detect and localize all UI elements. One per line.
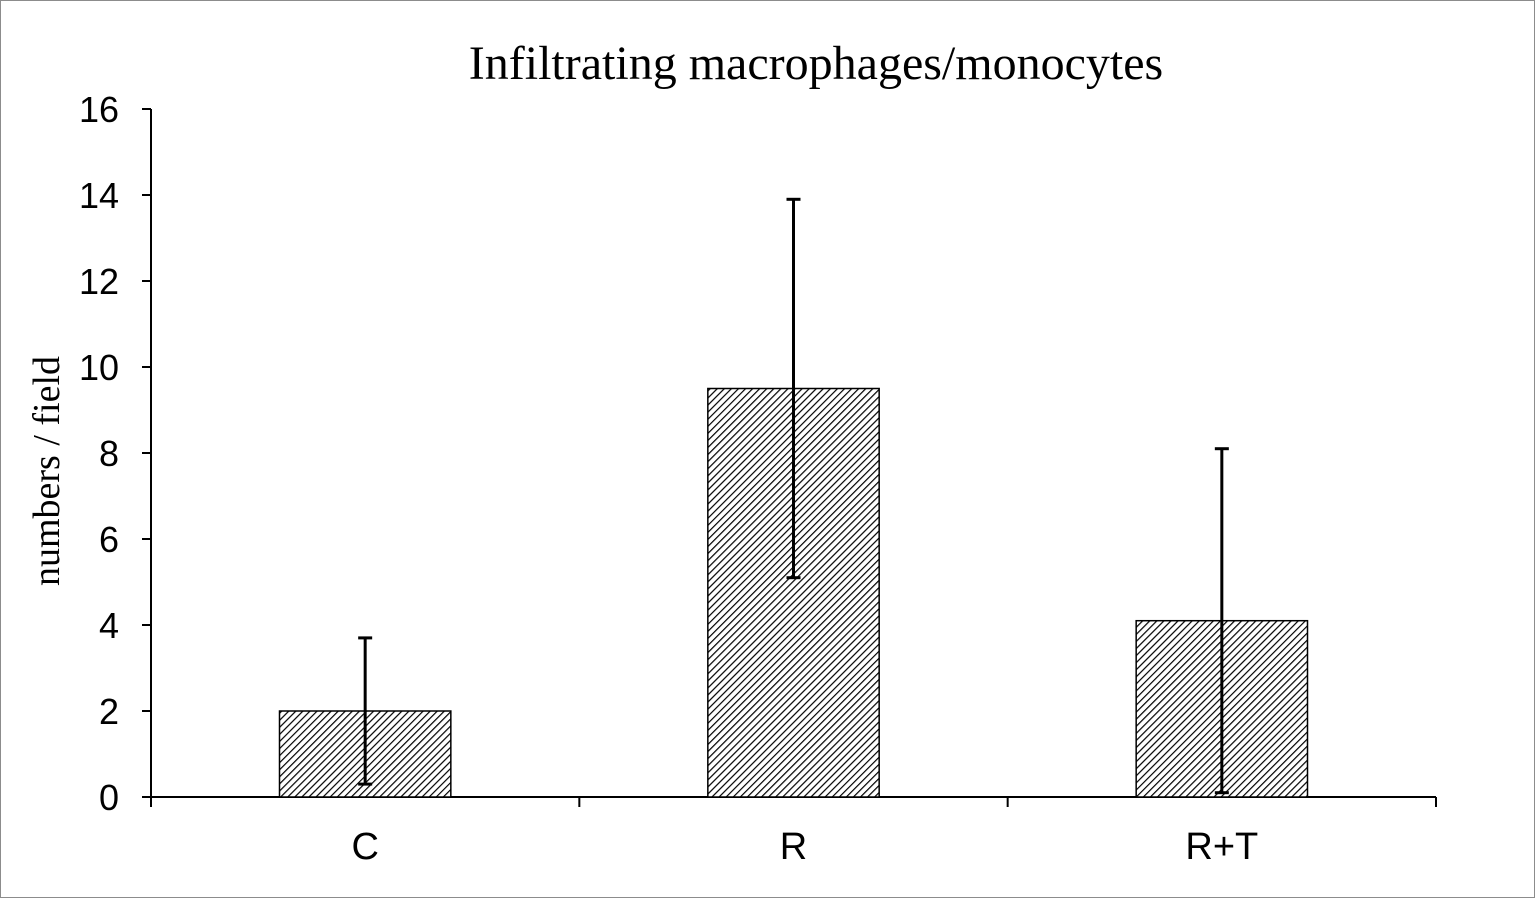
chart-title: Infiltrating macrophages/monocytes [469, 37, 1163, 90]
y-axis-label: numbers / field [26, 356, 68, 586]
y-tick-label: 12 [79, 261, 119, 302]
y-tick-label: 14 [79, 175, 119, 216]
y-tick-label: 0 [99, 777, 119, 818]
y-tick-label: 16 [79, 89, 119, 130]
y-tick-label: 10 [79, 347, 119, 388]
category-label: C [351, 826, 378, 868]
y-tick-label: 4 [99, 605, 119, 646]
y-tick-label: 8 [99, 433, 119, 474]
y-tick-label: 6 [99, 519, 119, 560]
y-tick-label: 2 [99, 691, 119, 732]
category-label: R [780, 826, 807, 868]
category-label: R+T [1185, 826, 1258, 868]
plot-area: 0 2 4 6 8 10 12 14 16 C R R+T [79, 89, 1437, 868]
